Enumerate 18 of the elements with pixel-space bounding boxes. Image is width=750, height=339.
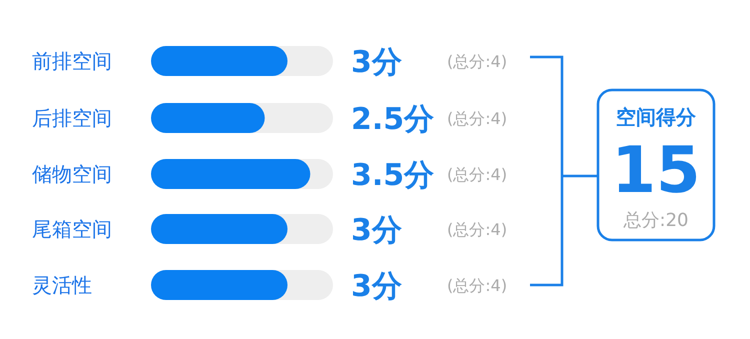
text: 15 [611, 134, 701, 208]
text: (总分:4) [447, 52, 508, 71]
text: (总分:4) [447, 276, 508, 295]
text: 空间得分 [616, 105, 697, 129]
data-label: 2.5分 [351, 102, 434, 137]
text: (总分:4) [447, 220, 508, 239]
y-tick-label: 灵活性 [32, 273, 92, 297]
text: (总分:4) [447, 109, 508, 128]
text: 总分:20 [622, 210, 688, 231]
data-label: 3分 [351, 45, 402, 80]
data-label: 3.5分 [351, 158, 434, 193]
data-label: 3分 [351, 269, 402, 304]
y-tick-label: 储物空间 [32, 162, 112, 186]
y-tick-label: 尾箱空间 [32, 217, 112, 241]
data-label: 3分 [351, 213, 402, 248]
text: (总分:4) [447, 165, 508, 184]
y-tick-label: 后排空间 [32, 106, 112, 130]
y-tick-label: 前排空间 [32, 49, 112, 73]
